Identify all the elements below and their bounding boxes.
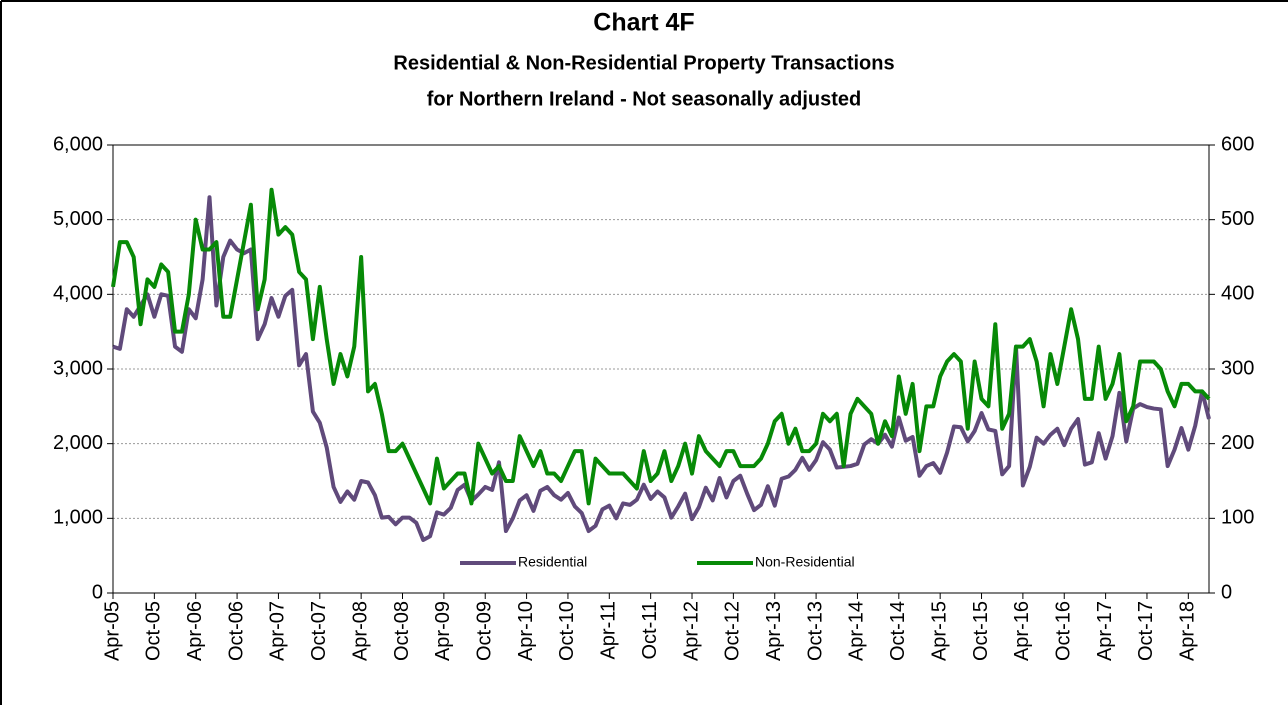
y-tick-label: 4,000 xyxy=(53,283,103,305)
x-tick-label: Oct-15 xyxy=(970,601,992,661)
y-tick-label: 0 xyxy=(92,581,103,603)
chart-subtitle: for Northern Ireland - Not seasonally ad… xyxy=(427,88,862,110)
y2-tick-label: 200 xyxy=(1221,432,1254,454)
y-tick-label: 6,000 xyxy=(53,133,103,155)
x-tick-label: Apr-16 xyxy=(1011,601,1033,661)
series-line xyxy=(112,195,1211,542)
plot-area xyxy=(112,144,1210,594)
y2-tick-label: 600 xyxy=(1221,133,1254,155)
x-tick-label: Oct-10 xyxy=(556,601,578,661)
series-line xyxy=(111,187,1211,506)
x-tick-label: Oct-09 xyxy=(474,601,496,661)
x-tick-label: Apr-14 xyxy=(846,601,868,661)
y2-tick-label: 500 xyxy=(1221,208,1254,230)
x-tick-label: Apr-08 xyxy=(349,601,371,661)
x-tick-label: Apr-06 xyxy=(184,601,206,661)
x-tick-label: Oct-05 xyxy=(143,601,165,661)
y-tick-label: 5,000 xyxy=(53,208,103,230)
y2-tick-label: 0 xyxy=(1221,581,1232,603)
y-tick-label: 3,000 xyxy=(53,357,103,379)
x-tick-label: Oct-16 xyxy=(1053,601,1075,661)
x-tick-label: Oct-07 xyxy=(308,601,330,661)
x-tick-label: Apr-17 xyxy=(1094,601,1116,661)
x-tick-label: Oct-17 xyxy=(1135,601,1157,661)
x-tick-label: Oct-08 xyxy=(391,601,413,661)
x-tick-label: Apr-10 xyxy=(515,601,537,661)
y-tick-label: 1,000 xyxy=(53,507,103,529)
x-tick-label: Oct-11 xyxy=(639,601,661,660)
y-tick-label: 2,000 xyxy=(53,432,103,454)
legend-label: Residential xyxy=(518,554,587,570)
y2-tick-label: 300 xyxy=(1221,357,1254,379)
x-tick-label: Apr-07 xyxy=(267,601,289,661)
y2-tick-label: 400 xyxy=(1221,283,1254,305)
x-tick-label: Apr-15 xyxy=(928,601,950,661)
x-tick-label: Apr-11 xyxy=(598,601,620,660)
x-tick-label: Oct-14 xyxy=(887,601,909,661)
x-tick-label: Apr-09 xyxy=(432,601,454,661)
x-tick-label: Apr-05 xyxy=(101,601,123,661)
x-tick-label: Oct-13 xyxy=(804,601,826,661)
x-tick-label: Apr-13 xyxy=(763,601,785,661)
x-tick-label: Oct-06 xyxy=(225,601,247,661)
chart-subtitle: Residential & Non-Residential Property T… xyxy=(393,52,894,74)
x-tick-label: Apr-18 xyxy=(1177,601,1199,661)
x-tick-label: Oct-12 xyxy=(722,601,744,661)
x-tick-label: Apr-12 xyxy=(680,601,702,661)
chart-title: Chart 4F xyxy=(593,9,694,37)
y2-tick-label: 100 xyxy=(1221,507,1254,529)
legend-label: Non-Residential xyxy=(755,554,855,570)
